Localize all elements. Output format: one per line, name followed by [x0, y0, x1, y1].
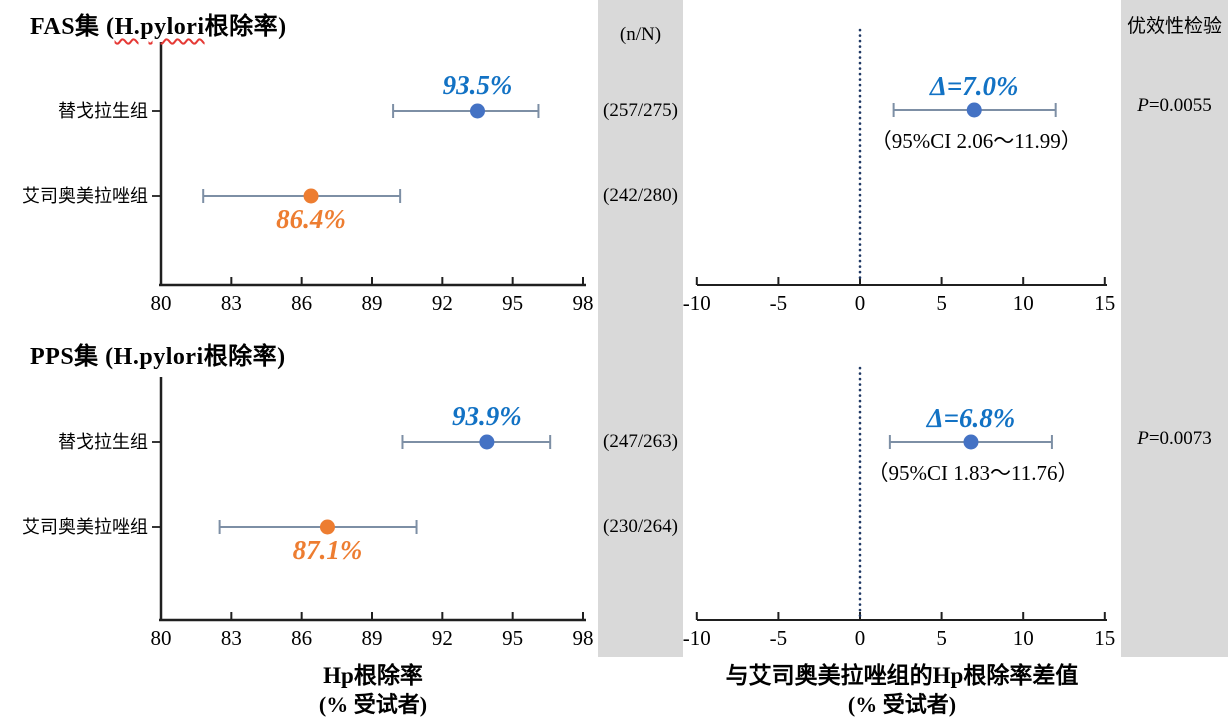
pps-title-hpylori: H.pylori	[113, 344, 204, 370]
pps-p-value: P=0.0073	[1121, 426, 1228, 451]
fas-group-label-esomeprazole: 艾司奥美拉唑组	[22, 186, 148, 206]
fas-rate-tick-label: 80	[151, 291, 172, 315]
diff-axis-caption-line2: (% 受试者)	[847, 692, 957, 717]
fas-rate-tick-label: 98	[573, 291, 594, 315]
fas-title-hpylori: H.pylori	[114, 14, 205, 40]
rate-axis-caption-line1: Hp根除率	[323, 663, 423, 688]
fas-diff-tick-label: 10	[1013, 291, 1034, 315]
pps-group-label-tegoprazan: 替戈拉生组	[58, 432, 148, 452]
fas-rate-tick-label: 89	[362, 291, 383, 315]
pps-nN-esomeprazole: (230/264)	[603, 516, 678, 537]
fas-rate-value-label: 86.4%	[276, 204, 346, 234]
fas-diff-ci-label: （95%CI 2.06～11.99）	[871, 129, 1082, 153]
pps-diff-tick-label: -5	[770, 626, 788, 650]
fas-rate-value-label: 93.5%	[443, 70, 513, 100]
fas-data-point-esomeprazole	[303, 188, 319, 204]
fas-diff-tick-label: 0	[855, 291, 866, 315]
pps-rate-tick-label: 80	[151, 626, 172, 650]
fas-nN-tegoprazan: (257/275)	[603, 100, 678, 121]
pps-title-pre: PPS集 (	[30, 344, 114, 370]
fas-rate-tick-label: 83	[221, 291, 242, 315]
pps-diff-tick-label: 15	[1094, 626, 1115, 650]
fas-data-point-tegoprazan	[470, 103, 485, 119]
pps-diff-tick-label: -10	[683, 626, 711, 650]
pps-diff-tick-label: 10	[1013, 626, 1034, 650]
diff-axis-caption-line1: 与艾司奥美拉唑组的Hp根除率差值	[725, 663, 1079, 688]
pps-title-post: 根除率)	[203, 344, 286, 370]
fas-rate-tick-label: 95	[502, 291, 523, 315]
pps-rate-tick-label: 83	[221, 626, 242, 650]
pps-diff-tick-label: 0	[855, 626, 866, 650]
pps-p-number: =0.0073	[1148, 428, 1212, 449]
superiority-column-background	[1121, 0, 1228, 657]
fas-diff-tick-label: 5	[936, 291, 947, 315]
fas-nN-esomeprazole: (242/280)	[603, 185, 678, 206]
n-over-N-header: (n/N)	[619, 24, 662, 45]
pps-rate-tick-label: 86	[291, 626, 312, 650]
pps-diff-tick-label: 5	[936, 626, 947, 650]
fas-panel-title: FAS集 (H.pylori根除率)	[30, 6, 287, 41]
pps-rate-tick-label: 98	[573, 626, 594, 650]
pps-nN-tegoprazan: (247/263)	[603, 431, 678, 452]
fas-title-post: 根除率)	[204, 14, 287, 40]
rate-axis-caption-line2: (% 受试者)	[318, 692, 428, 717]
pps-diff-data-point	[963, 434, 979, 450]
fas-p-value: P=0.0055	[1121, 93, 1228, 118]
fas-delta-label: Δ=7.0%	[929, 71, 1019, 101]
superiority-test-header: 优效性检验	[1126, 16, 1222, 37]
pps-group-label-esomeprazole: 艾司奥美拉唑组	[22, 517, 148, 537]
pps-data-point-tegoprazan	[479, 434, 495, 450]
pps-rate-value-label: 87.1%	[293, 535, 363, 565]
fas-diff-tick-label: -5	[770, 291, 788, 315]
pps-rate-value-label: 93.9%	[452, 401, 522, 431]
pps-diff-ci-label: （95%CI 1.83～11.76）	[867, 461, 1078, 485]
fas-diff-tick-label: -10	[683, 291, 711, 315]
fas-rate-tick-label: 86	[291, 291, 312, 315]
fas-diff-tick-label: 15	[1094, 291, 1115, 315]
fas-title-pre: FAS集 (	[30, 14, 115, 40]
pps-panel-title: PPS集 (H.pylori根除率)	[30, 336, 286, 371]
pps-delta-label: Δ=6.8%	[926, 403, 1016, 433]
fas-group-label-tegoprazan: 替戈拉生组	[58, 101, 148, 121]
pps-rate-tick-label: 92	[432, 626, 453, 650]
n-over-N-column-background	[598, 0, 683, 657]
pps-p-symbol: P	[1137, 428, 1149, 449]
fas-p-symbol: P	[1137, 95, 1149, 116]
pps-rate-tick-label: 89	[362, 626, 383, 650]
fas-diff-data-point	[966, 102, 982, 118]
fas-rate-tick-label: 92	[432, 291, 453, 315]
fas-p-number: =0.0055	[1148, 95, 1212, 116]
pps-data-point-esomeprazole	[319, 519, 335, 535]
pps-rate-tick-label: 95	[502, 626, 523, 650]
